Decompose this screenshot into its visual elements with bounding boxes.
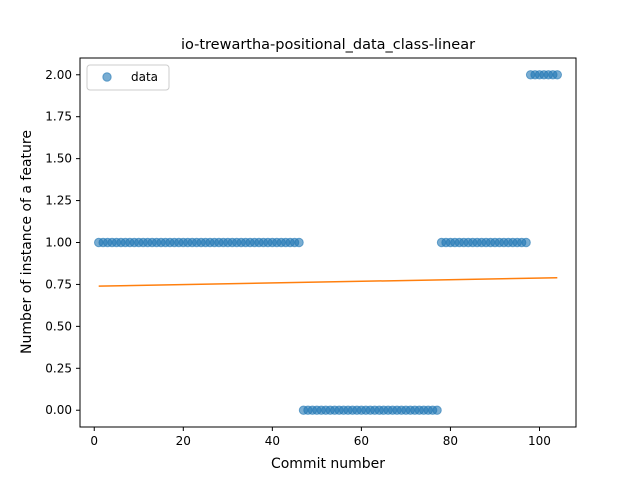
legend-box [86, 64, 170, 91]
x-tick-label: 0 [90, 434, 98, 448]
y-tick-label: 0.00 [45, 403, 72, 417]
x-axis-label: Commit number [271, 456, 385, 472]
data-point [294, 237, 304, 248]
trend-line [98, 276, 558, 287]
data-point [432, 405, 442, 415]
y-tick-label: 1.25 [45, 194, 72, 208]
y-tick-label: 1.50 [45, 152, 72, 166]
chart-title: io-trewartha-positional_data_class-linea… [181, 37, 475, 53]
x-tick-label: 80 [443, 434, 458, 448]
y-tick-label: 0.50 [45, 319, 72, 333]
y-tick-label: 0.75 [45, 277, 72, 291]
legend-marker [102, 72, 112, 82]
y-tick-label: 1.00 [45, 236, 72, 250]
x-tick-label: 100 [528, 434, 551, 448]
legend-label: data [131, 70, 158, 84]
y-tick-label: 2.00 [45, 68, 72, 82]
y-tick-label: 0.25 [45, 361, 72, 375]
y-axis-label: Number of instance of a feature [19, 130, 35, 354]
plot-area: 0 20 40 60 80 100 0.00 0.25 0.50 0.75 1.00 1.25 1.50… [45, 57, 577, 448]
x-tick-label: 20 [176, 434, 191, 448]
x-tick-label: 60 [354, 434, 369, 448]
data-point [552, 70, 562, 80]
y-tick-label: 1.75 [45, 110, 72, 124]
data-point [521, 237, 531, 248]
x-tick-label: 40 [265, 434, 280, 448]
